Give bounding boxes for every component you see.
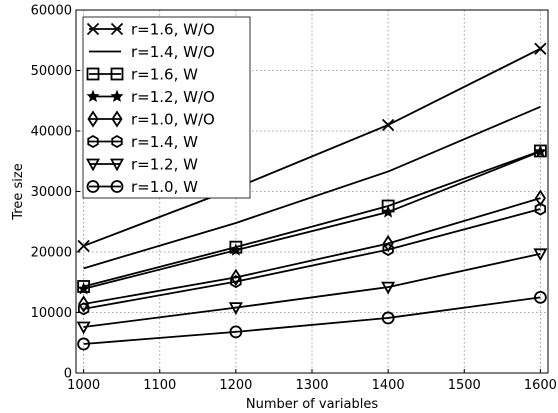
series-line [83, 150, 541, 290]
legend-item: r=1.0, W [86, 178, 198, 196]
data-point-marker [533, 290, 547, 304]
data-point-marker [228, 302, 243, 316]
series-line [83, 197, 541, 305]
series-line [83, 252, 541, 328]
data-point-marker [381, 281, 396, 295]
x-tick-label: 1300 [295, 378, 328, 393]
x-axis-title: Number of variables [246, 397, 378, 412]
y-tick-label: 60000 [31, 4, 72, 19]
data-point-marker [381, 311, 395, 325]
legend-marker [110, 89, 124, 103]
data-point-marker [77, 302, 90, 316]
legend-marker [110, 22, 124, 36]
legend-marker [110, 67, 124, 81]
legend-box [82, 16, 251, 199]
legend-marker [109, 158, 125, 172]
data-point-marker [230, 268, 242, 287]
legend-label: r=1.0, W [131, 178, 198, 196]
y-tick-label: 0 [64, 367, 72, 382]
legend-label: r=1.6, W [131, 66, 198, 84]
series-4 [77, 144, 547, 295]
legend-label: r=1.4, W/O [131, 43, 215, 61]
legend-item: r=1.6, W/O [86, 21, 215, 39]
y-tick-label: 50000 [31, 64, 72, 79]
series-line [83, 105, 541, 270]
y-tick-labels: 0 10000 20000 30000 40000 50000 60000 [31, 4, 72, 382]
data-point-marker [533, 248, 548, 262]
data-point-marker [230, 275, 242, 289]
x-tick-label: 1600 [524, 378, 557, 393]
data-point-marker [534, 189, 546, 207]
legend: r=1.6, W/O r=1.4, W/O r=1.6, W r=1.2, W/O r=… [82, 16, 251, 199]
y-axis-title: Tree size [11, 163, 26, 220]
x-tick-label: 1400 [372, 378, 405, 393]
y-tick-label: 30000 [31, 185, 72, 200]
ticks [76, 9, 541, 374]
x-tick-label: 1100 [143, 378, 176, 393]
legend-marker [110, 180, 124, 193]
data-point-marker [76, 321, 91, 335]
x-tick-label: 1200 [219, 378, 252, 393]
x-tick-label: 1500 [448, 378, 481, 393]
legend-label: r=1.2, W/O [131, 88, 215, 106]
series-6 [77, 202, 547, 316]
y-tick-label: 10000 [31, 306, 72, 321]
series-8 [77, 290, 547, 351]
legend-marker [111, 110, 123, 128]
data-point-marker [382, 234, 394, 253]
legend-marker [111, 134, 123, 149]
data-point-marker [534, 202, 547, 216]
legend-label: r=1.4, W [131, 133, 198, 151]
data-point-marker [533, 144, 547, 158]
series-line [83, 47, 541, 247]
legend-marker [86, 89, 100, 103]
legend-item: r=1.0, W/O [87, 110, 215, 129]
legend-marker [87, 110, 99, 128]
legend-marker [86, 22, 100, 36]
legend-marker [86, 180, 100, 193]
legend-item: r=1.2, W [85, 156, 198, 174]
data-point-marker [229, 325, 243, 339]
series-5 [78, 189, 546, 313]
legend-label: r=1.2, W [131, 156, 198, 174]
data-point-marker [77, 337, 91, 351]
legend-marker [86, 67, 100, 81]
legend-item: r=1.4, W/O [89, 43, 215, 61]
y-tick-label: 40000 [31, 125, 72, 140]
data-point-marker [77, 282, 91, 295]
x-tick-labels: 1000 1100 1200 1300 1400 1500 1600 [67, 378, 557, 393]
series-line [83, 208, 541, 310]
data-point-marker [534, 42, 547, 55]
legend-item: r=1.2, W/O [86, 88, 215, 106]
data-point-marker [382, 243, 394, 257]
series-7 [76, 248, 548, 335]
data-point-marker [229, 243, 243, 256]
series-2 [83, 105, 541, 270]
data-point-marker [77, 280, 91, 293]
data-point-marker [381, 118, 395, 132]
data-point-marker [77, 239, 90, 253]
legend-item: r=1.4, W [87, 133, 198, 151]
legend-marker [87, 134, 99, 149]
data-point-marker [381, 205, 395, 218]
legend-item: r=1.6, W [86, 66, 198, 84]
series-line [83, 150, 541, 288]
legend-label: r=1.6, W/O [131, 21, 215, 39]
y-tick-label: 20000 [31, 246, 72, 261]
data-point-marker [78, 295, 90, 313]
series-line [83, 296, 541, 345]
legend-marker [85, 158, 101, 172]
x-tick-label: 1000 [67, 378, 100, 393]
legend-label: r=1.0, W/O [131, 111, 215, 129]
